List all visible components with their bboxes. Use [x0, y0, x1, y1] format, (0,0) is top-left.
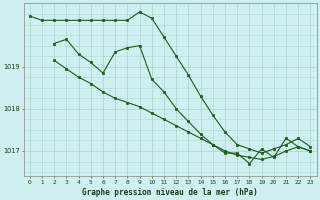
X-axis label: Graphe pression niveau de la mer (hPa): Graphe pression niveau de la mer (hPa) [82, 188, 258, 197]
